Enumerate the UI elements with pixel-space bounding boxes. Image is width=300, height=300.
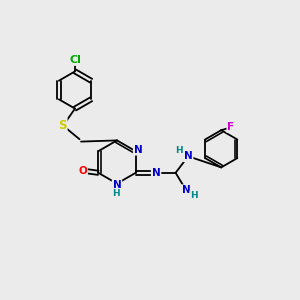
Text: H: H xyxy=(190,191,197,200)
Text: N: N xyxy=(112,180,122,190)
Text: H: H xyxy=(176,146,183,155)
Text: N: N xyxy=(182,185,190,195)
Text: N: N xyxy=(134,145,142,155)
Text: Cl: Cl xyxy=(69,55,81,65)
Text: F: F xyxy=(227,122,234,132)
Text: N: N xyxy=(152,168,161,178)
Text: H: H xyxy=(112,189,120,198)
Text: O: O xyxy=(78,166,87,176)
Text: S: S xyxy=(58,118,67,132)
Text: N: N xyxy=(184,151,193,161)
